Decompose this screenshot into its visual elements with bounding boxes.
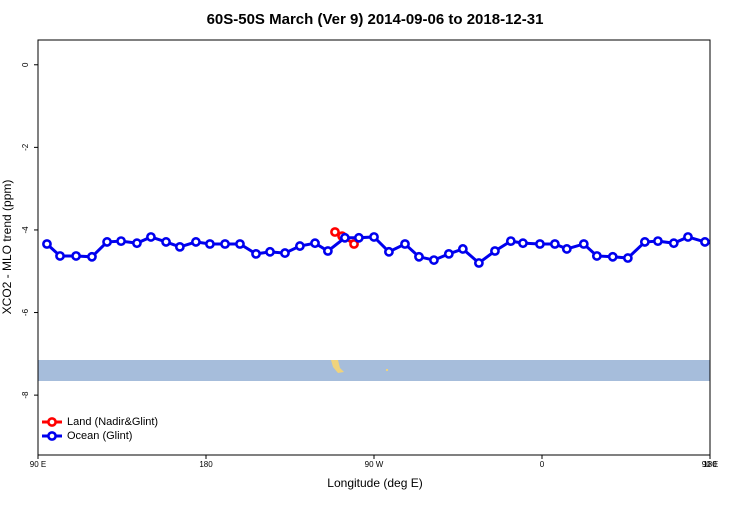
- point: [443, 249, 454, 259]
- point: [174, 241, 185, 252]
- y-axis-label: XCO2 - MLO trend (ppm): [0, 180, 14, 315]
- point: [339, 232, 350, 243]
- y-tick-label: -4: [21, 226, 30, 234]
- point: [653, 236, 663, 246]
- point: [71, 251, 81, 261]
- point: [280, 248, 290, 258]
- x-tick-label: 180: [703, 460, 717, 469]
- land-shape: [331, 360, 344, 373]
- y-tick-label: -8: [21, 391, 30, 399]
- point: [87, 251, 97, 262]
- point: [414, 251, 424, 262]
- point: [161, 237, 171, 247]
- point: [639, 237, 650, 247]
- y-tick-label: -6: [21, 308, 30, 316]
- point: [535, 239, 545, 249]
- point: [700, 237, 710, 247]
- point: [429, 255, 439, 265]
- x-tick-label: 90 W: [365, 460, 384, 469]
- point: [578, 239, 589, 249]
- point: [400, 239, 410, 249]
- x-tick-label: 0: [540, 460, 545, 469]
- point: [330, 227, 340, 237]
- point: [116, 236, 126, 246]
- y-tick-label: -2: [21, 143, 30, 151]
- point: [561, 244, 572, 254]
- point: [369, 232, 379, 242]
- point: [549, 239, 560, 249]
- legend-marker: [47, 417, 57, 427]
- point: [310, 238, 320, 249]
- point: [457, 244, 468, 254]
- point: [591, 251, 602, 261]
- x-tick-label: 90 E: [702, 460, 718, 469]
- point: [474, 258, 484, 268]
- chart-title: 60S-50S March (Ver 9) 2014-09-06 to 2018…: [207, 11, 544, 28]
- point: [294, 241, 305, 251]
- point: [505, 236, 516, 246]
- legend-marker: [47, 431, 57, 441]
- point: [668, 238, 679, 249]
- x-tick-label: 90 E: [30, 460, 46, 469]
- point: [191, 237, 201, 247]
- point: [490, 246, 500, 256]
- point: [353, 232, 364, 243]
- point: [622, 253, 633, 263]
- point: [235, 239, 245, 249]
- map-strip: [38, 360, 710, 381]
- point: [42, 239, 52, 249]
- point: [55, 251, 65, 261]
- point: [265, 246, 275, 257]
- point: [349, 239, 359, 249]
- point: [146, 232, 156, 242]
- point: [205, 239, 215, 249]
- x-tick-label: 180: [199, 460, 213, 469]
- point: [132, 238, 142, 249]
- legend-label: Ocean (Glint): [67, 430, 132, 442]
- point: [683, 232, 693, 242]
- point: [322, 246, 333, 256]
- point: [384, 246, 394, 257]
- point: [607, 251, 618, 262]
- x-axis-label: Longitude (deg E): [327, 476, 422, 490]
- point: [518, 238, 528, 249]
- point: [251, 249, 261, 259]
- legend-label: Land (Nadir&Glint): [67, 416, 158, 428]
- y-tick-label: 0: [21, 62, 30, 67]
- point: [102, 237, 112, 247]
- land-shape: [386, 369, 388, 371]
- point: [220, 239, 230, 249]
